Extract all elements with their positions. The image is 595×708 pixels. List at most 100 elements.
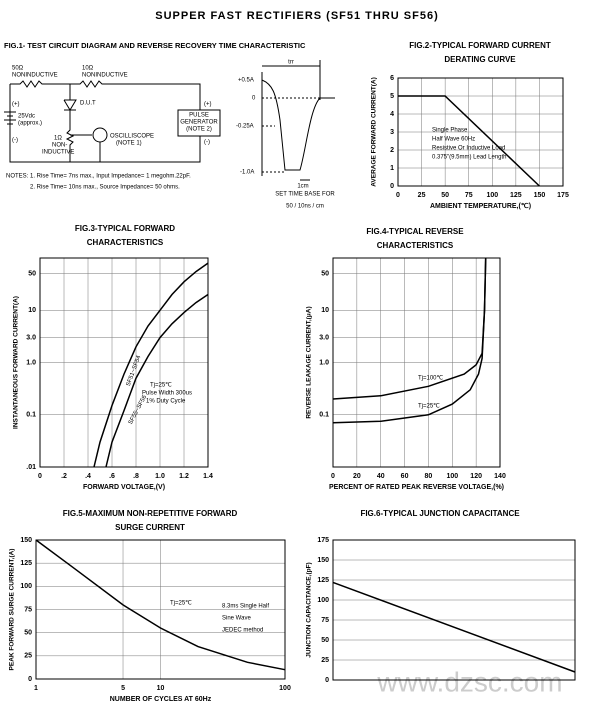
x-axis-label: PERCENT OF RATED PEAK REVERSE VOLTAGE,(%… (329, 484, 504, 491)
page-title: SUPPER FAST RECTIFIERS (SF51 THRU SF56) (155, 10, 438, 22)
y-tick-label: 1 (390, 165, 394, 172)
y-tick-label: .01 (26, 464, 36, 471)
label: PULSE (189, 113, 209, 119)
y-tick-label: 100 (317, 597, 329, 604)
label: NONINDUCTIVE (82, 73, 128, 79)
y-tick-label: 0 (28, 676, 32, 683)
x-tick-label: 20 (353, 473, 361, 480)
label: -1.0A (240, 170, 254, 176)
series-label: Tj=100℃ (418, 376, 444, 382)
x-tick-label: .4 (85, 473, 91, 480)
annotation: Resistive Or Inductive Load (432, 146, 505, 152)
chart-title: CHARACTERISTICS (87, 238, 164, 247)
y-tick-label: 125 (317, 577, 329, 584)
label: SET TIME BASE FOR (275, 192, 335, 198)
y-axis-label: PEAK FORWARD SURGE CURRENT,(A) (9, 549, 16, 671)
y-axis-label: INSTANTANEOUS FORWARD CURRENT(A) (13, 296, 20, 429)
y-tick-label: 1.0 (319, 359, 329, 366)
x-tick-label: 125 (510, 192, 522, 199)
series-line (332, 257, 487, 400)
chart-title: FIG.4-TYPICAL REVERSE (366, 227, 464, 236)
y-tick-label: 2 (390, 147, 394, 154)
x-tick-label: .8 (133, 473, 139, 480)
annotation: Tj=25℃ (170, 601, 192, 607)
x-tick-label: .6 (109, 473, 115, 480)
y-tick-label: 175 (317, 537, 329, 544)
label: GENERATOR (180, 120, 218, 126)
x-tick-label: 25 (418, 192, 426, 199)
plot-frame (332, 257, 501, 468)
label: 10Ω (82, 66, 94, 72)
series-line (35, 539, 286, 671)
y-tick-label: 3 (390, 129, 394, 136)
label: 50 / 10ns / cm (286, 204, 324, 210)
plot-frame (332, 539, 576, 681)
y-tick-label: 75 (321, 617, 329, 624)
series-line (93, 262, 209, 468)
x-axis-label: NUMBER OF CYCLES AT 60Hz (110, 696, 212, 703)
x-tick-label: .2 (61, 473, 67, 480)
x-tick-label: 1.2 (179, 473, 189, 480)
label: NONINDUCTIVE (12, 73, 58, 79)
y-tick-label: 1.0 (26, 359, 36, 366)
x-tick-label: 0 (331, 473, 335, 480)
x-tick-label: 1.4 (203, 473, 213, 480)
chart-title: FIG.2-TYPICAL FORWARD CURRENT (409, 41, 551, 50)
series-line (105, 293, 209, 468)
chart-title: DERATING CURVE (444, 55, 516, 64)
x-tick-label: 0 (396, 192, 400, 199)
y-tick-label: 0 (325, 677, 329, 684)
annotation: Tj=25℃ (150, 383, 172, 389)
label: (approx.) (18, 121, 42, 127)
y-tick-label: 100 (20, 583, 32, 590)
y-tick-label: 125 (20, 560, 32, 567)
x-tick-label: 5 (121, 685, 125, 692)
annotation: 1% Duty Cycle (146, 399, 186, 405)
y-tick-label: 0 (390, 183, 394, 190)
y-axis-label: REVERSE LEAKAGE CURRENT,(μA) (306, 306, 313, 418)
circuit (4, 80, 221, 163)
label: (+) (12, 102, 20, 108)
fig1-title: FIG.1- TEST CIRCUIT DIAGRAM AND REVERSE … (4, 41, 306, 50)
label: 0 (252, 96, 256, 102)
y-axis-label: AVERAGE FORWARD CURRENT(A) (371, 77, 378, 187)
label: (NOTE 2) (186, 127, 212, 133)
annotation: 8.3ms Single Half (222, 604, 269, 610)
y-tick-label: 50 (321, 637, 329, 644)
y-tick-label: 25 (321, 657, 329, 664)
y-tick-label: 25 (24, 653, 32, 660)
annotation: Single Phase (432, 128, 468, 134)
chart-title: SURGE CURRENT (115, 523, 185, 532)
x-tick-label: 0 (38, 473, 42, 480)
x-axis-label: FORWARD VOLTAGE,(V) (83, 484, 165, 491)
series-line (332, 581, 576, 673)
series-line (398, 95, 540, 187)
label: -0.25A (236, 124, 254, 130)
x-tick-label: 80 (425, 473, 433, 480)
y-tick-label: 50 (28, 271, 36, 278)
x-tick-label: 60 (401, 473, 409, 480)
label: INDUCTIVE (42, 150, 74, 156)
annotation: Sine Wave (222, 616, 251, 622)
y-tick-label: 0.1 (319, 412, 329, 419)
x-tick-label: 120 (470, 473, 482, 480)
x-tick-label: 175 (557, 192, 569, 199)
x-tick-label: 1 (34, 685, 38, 692)
plot-frame (35, 539, 286, 680)
x-tick-label: 50 (441, 192, 449, 199)
label: (-) (204, 140, 210, 146)
annotation: 0.375"(9.5mm) Lead Length (432, 155, 507, 161)
x-tick-label: 1.0 (155, 473, 165, 480)
label: (+) (204, 102, 212, 108)
watermark: www.dzsc.com (376, 666, 562, 697)
plot-frame (39, 257, 209, 468)
x-tick-label: 75 (465, 192, 473, 199)
x-tick-label: 100 (446, 473, 458, 480)
x-tick-label: 140 (494, 473, 506, 480)
annotation: Pulse Width 300us (142, 391, 192, 397)
y-tick-label: 3.0 (26, 334, 36, 341)
x-tick-label: 40 (377, 473, 385, 480)
label: D.U.T (80, 101, 96, 107)
annotation: Half Wave 60Hz (432, 137, 475, 143)
